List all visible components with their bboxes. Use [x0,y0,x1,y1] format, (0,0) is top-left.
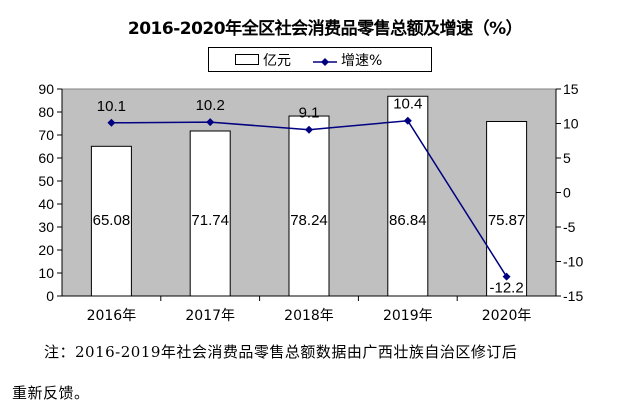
growth-value-label: 9.1 [299,105,320,122]
left-tick-label: 0 [46,288,54,304]
legend-line-label: 增速% [341,52,383,69]
left-tick-label: 40 [38,196,54,212]
right-tick-label: -10 [563,254,583,270]
growth-value-label: 10.2 [196,97,225,114]
right-tick-label: 15 [563,81,579,97]
bar-value-label: 78.24 [290,212,328,229]
chart-title: 2016-2020年全区社会消费品零售总额及增速（%） [127,19,523,39]
bar [189,130,231,297]
legend-bar-label: 亿元 [263,52,291,69]
growth-marker [403,116,412,125]
bar [288,115,330,297]
x-tick-label: 2017年 [185,308,235,324]
left-tick-label: 90 [38,81,54,97]
bar-value-label: 75.87 [488,212,526,229]
right-tick-label: -15 [563,288,583,304]
x-tick-label: 2019年 [383,308,433,324]
bar-value-label: 86.84 [389,212,427,229]
bar [90,145,132,297]
bar-value-label: 71.74 [191,212,229,229]
growth-marker [305,125,313,134]
legend-bar-swatch [235,54,259,65]
right-tick-label: 0 [563,185,571,201]
growth-marker [107,118,116,127]
left-tick-label: 80 [38,104,54,120]
bar [486,120,528,297]
growth-value-label: -12.2 [489,280,523,297]
right-tick-label: -5 [563,219,576,235]
growth-marker [206,118,215,127]
x-tick-label: 2018年 [284,308,334,324]
footnote-line-1: 注：2016-2019年社会消费品零售总额数据由广西壮族自治区修订后 [44,343,518,361]
left-tick-label: 60 [38,150,54,166]
left-tick-label: 70 [38,127,54,143]
growth-value-label: 10.4 [393,96,422,113]
left-tick-label: 50 [38,173,54,189]
growth-value-label: 10.1 [97,98,126,115]
x-tick-label: 2016年 [87,308,137,324]
right-tick-label: 10 [563,116,579,132]
legend: 亿元 增速% [208,47,432,72]
right-tick-label: 5 [563,150,571,166]
x-tick-label: 2020年 [482,308,532,324]
left-tick-label: 20 [38,242,54,258]
bar-value-label: 65.08 [93,212,131,229]
legend-line-swatch [313,55,337,66]
bar [387,95,429,297]
chart: 0 10 20 30 40 50 60 70 80 90 -15 -10 -5 0 5 10 15 2016年 20… [38,81,583,324]
left-tick-label: 10 [38,265,54,281]
left-tick-label: 30 [38,219,54,235]
growth-marker [502,272,511,281]
footnote-line-2: 重新反馈。 [12,384,90,402]
